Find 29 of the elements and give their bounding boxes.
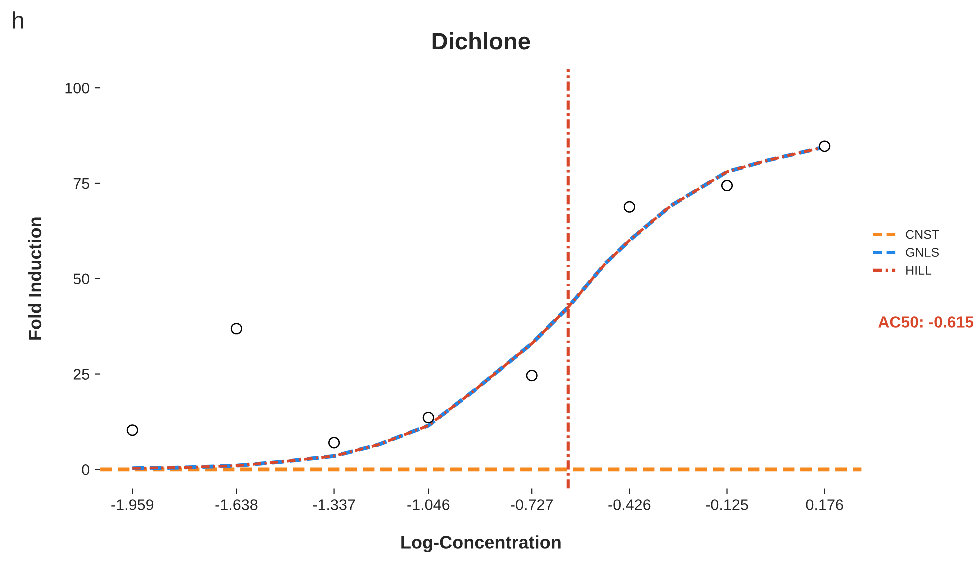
point (721, 180, 734, 192)
legend-label: CNST (906, 230, 940, 240)
point (328, 437, 340, 449)
y-tick-label: 100 (66, 82, 90, 94)
legend-label: GNLS (906, 248, 940, 258)
point (422, 412, 434, 424)
y-tick-label: 0 (82, 464, 90, 476)
x-tick-label: -1.959 (112, 500, 154, 510)
point (126, 424, 138, 436)
point (526, 370, 538, 382)
ref-line-label: AC50: -0.615 (878, 316, 974, 328)
x-tick-label: -1.337 (313, 500, 356, 510)
point (819, 140, 831, 152)
x-tick-label: -1.046 (408, 500, 450, 510)
y-tick-label: 25 (74, 369, 90, 380)
point (230, 323, 242, 335)
x-tick-label: -0.125 (706, 500, 748, 510)
x-tick-label: 0.176 (806, 500, 844, 510)
x-tick-label: -0.727 (511, 500, 553, 510)
chart-title: Dichlone (432, 32, 530, 50)
y-tick-label: 50 (74, 274, 90, 285)
legend-label: HILL (906, 266, 932, 275)
x-tick-label: -1.638 (216, 500, 258, 510)
y-tick-label: 75 (74, 178, 90, 190)
point (624, 201, 636, 213)
x-axis-title: Log-Concentration (402, 536, 561, 553)
y-axis-title: Fold Induction (28, 218, 42, 340)
text: h (13, 12, 24, 29)
x-tick-label: -0.426 (608, 500, 651, 510)
